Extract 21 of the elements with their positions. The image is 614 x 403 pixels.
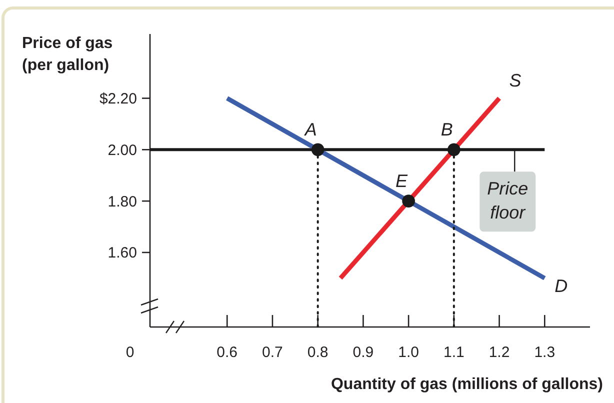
x-tick-label: 0.6 — [216, 344, 238, 361]
annotation: A — [304, 120, 317, 140]
series-label: S — [509, 70, 522, 90]
annotation: B — [440, 120, 453, 140]
y-tick-label: 1.60 — [108, 244, 137, 262]
x-tick-label: 0.9 — [352, 344, 374, 361]
x-tick-label: 0.7 — [262, 344, 283, 361]
text: 0 — [126, 344, 134, 361]
y-tick-label: $2.20 — [99, 90, 137, 108]
y-axis-title: Price of gas (per gallon) — [22, 35, 113, 74]
annotation: E — [396, 171, 409, 192]
y-tick-label: 1.80 — [108, 193, 137, 210]
x-axis-title: Quantity of gas (millions of gallons) — [330, 376, 603, 393]
x-tick-label: 1.0 — [398, 344, 419, 361]
x-tick-label: 1.1 — [443, 344, 464, 361]
x-tick-label: 1.3 — [534, 344, 556, 361]
legend-label: Price floor — [487, 178, 528, 223]
y-tick-label: 2.00 — [108, 142, 137, 159]
x-tick-label: 1.2 — [488, 344, 510, 361]
x-tick-label: 0.8 — [307, 344, 328, 361]
series-label: D — [554, 276, 568, 296]
